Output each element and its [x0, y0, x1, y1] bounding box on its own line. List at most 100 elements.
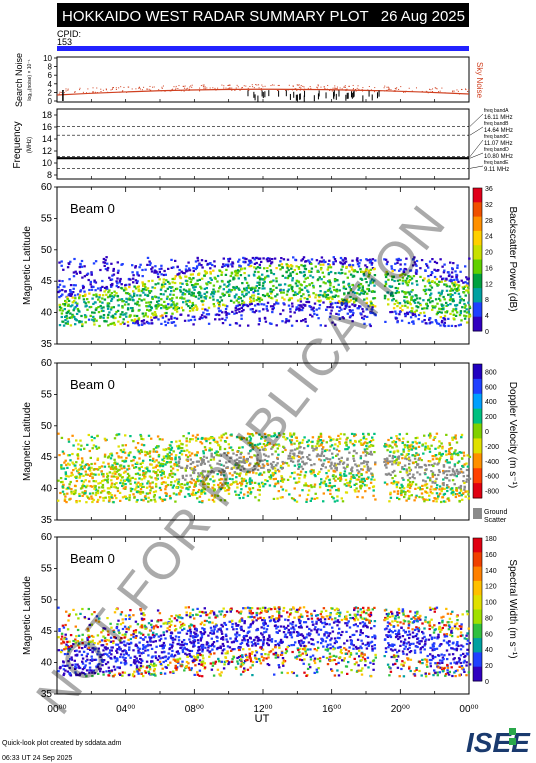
colorbar-segment: [473, 652, 482, 668]
colorbar-label: Backscatter Power (dB): [507, 206, 518, 311]
colorbar-segment: [473, 259, 482, 275]
colorbar-label: Doppler Velocity (m s⁻¹): [507, 382, 518, 488]
beam-label: Beam 0: [70, 551, 115, 566]
colorbar-segment: [473, 364, 482, 380]
time-tick-label: 08⁰⁰: [185, 704, 204, 715]
cpid-bar: [57, 46, 469, 51]
colorbar-segment: [473, 623, 482, 639]
freq-band-name: freq bandE: [484, 160, 509, 166]
noise-ylabel-small: log₁₀(noise) × 10⁻¹: [27, 59, 33, 101]
colorbar-segment: [473, 393, 482, 410]
freq-tick-label: 12: [42, 146, 52, 156]
lat-tick-label: 40: [41, 308, 53, 319]
scatter-cells: [57, 256, 472, 328]
lat-tick-label: 45: [41, 276, 53, 287]
plot-title: HOKKAIDO WEST RADAR SUMMARY PLOT: [62, 8, 369, 25]
colorbar-tick-label: 600: [485, 384, 497, 391]
lat-tick-label: 60: [41, 182, 53, 193]
colorbar-segment: [473, 538, 482, 553]
colorbar-segment: [473, 188, 482, 203]
freq-ylabel: Frequency: [12, 121, 23, 168]
colorbar-segment: [473, 316, 482, 332]
frequency-panel: 18 16 14 12 10 8 Frequency (MHz) freq bandA16…: [12, 108, 513, 180]
colorbar-tick-label: 800: [485, 369, 497, 376]
time-tick-label: 00⁰⁰: [47, 704, 66, 715]
colorbar-segment: [473, 230, 482, 246]
time-tick-label: 16⁰⁰: [322, 704, 341, 715]
panel-ylabel: Magnetic Latitude: [22, 226, 33, 305]
noise-ylabel: Search Noise: [14, 53, 24, 107]
colorbar-tick-label: 0: [485, 329, 489, 336]
colorbar-segment: [473, 552, 482, 568]
colorbar-tick-label: 28: [485, 218, 493, 225]
isee-logo-text: ISEE: [466, 727, 531, 758]
lat-tick-label: 45: [41, 452, 53, 463]
colorbar-segment: [473, 245, 482, 260]
colorbar-segment: [473, 273, 482, 289]
colorbar-segment: [473, 302, 482, 318]
time-tick-label: 20⁰⁰: [391, 704, 410, 715]
colorbar-segment: [473, 483, 482, 499]
colorbar-tick-label: 36: [485, 186, 493, 193]
panel-ylabel: Magnetic Latitude: [22, 576, 33, 655]
colorbar-segment: [473, 378, 482, 395]
colorbar-tick-label: 0: [485, 679, 489, 686]
freq-band-value: 10.80 MHz: [484, 154, 513, 160]
colorbar-tick-label: 80: [485, 615, 493, 622]
lat-tick-label: 55: [41, 213, 53, 224]
colorbar-label: Spectral Width (m s⁻¹): [507, 559, 518, 658]
panel-ylabel: Magnetic Latitude: [22, 402, 33, 481]
lat-tick-label: 55: [41, 563, 53, 574]
colorbar-tick-label: 32: [485, 202, 493, 209]
colorbar-segment: [473, 438, 482, 454]
colorbar-tick-label: 200: [485, 414, 497, 421]
scatter-cells: [57, 432, 472, 504]
ground-scatter-label: Scatter: [484, 517, 507, 524]
freq-tick-label: 14: [42, 134, 52, 144]
colorbar-segment: [473, 666, 482, 682]
cpid-label: CPID:: [57, 29, 81, 39]
plot-date: 26 Aug 2025: [381, 8, 465, 25]
freq-band-name: freq bandD: [484, 147, 509, 153]
time-axis: 00⁰⁰ 04⁰⁰ 08⁰⁰ 12⁰⁰ 16⁰⁰ 20⁰⁰ 00⁰⁰: [47, 99, 479, 715]
freq-tick-label: 18: [42, 110, 52, 120]
noise-tick-label: 4: [48, 80, 53, 89]
lat-tick-label: 45: [41, 626, 53, 637]
beam-label: Beam 0: [70, 201, 115, 216]
colorbar-tick-label: 8: [485, 297, 489, 304]
colorbar-tick-label: 20: [485, 663, 493, 670]
freq-ylabel-small: (MHz): [27, 137, 33, 153]
time-tick-label: 04⁰⁰: [116, 704, 135, 715]
colorbar-tick-label: -600: [485, 474, 499, 481]
lat-tick-label: 35: [41, 515, 53, 526]
colorbar-segment: [473, 595, 482, 610]
colorbar-tick-label: 160: [485, 552, 497, 559]
freq-band-value: 11.07 MHz: [484, 141, 513, 147]
colorbar-segment: [473, 580, 482, 596]
colorbar-tick-label: 20: [485, 250, 493, 257]
colorbar-segment: [473, 468, 482, 484]
colorbar-tick-label: 0: [485, 429, 489, 436]
freq-band-value: 14.64 MHz: [484, 128, 513, 134]
ground-scatter-label: Ground: [484, 509, 507, 516]
scatter-cells: [57, 606, 472, 678]
time-tick-label: 12⁰⁰: [253, 704, 272, 715]
freq-band-name: freq bandA: [484, 108, 509, 114]
footer-created: Quick-look plot created by sddata.adm: [2, 740, 122, 747]
colorbar-tick-label: 12: [485, 281, 493, 288]
noise-tick-label: 10: [43, 54, 52, 63]
colorbar-tick-label: -800: [485, 489, 499, 496]
colorbar-tick-label: 180: [485, 536, 497, 543]
header-bar: [57, 3, 469, 27]
footer-timestamp: 06:33 UT 24 Sep 2025: [2, 755, 72, 762]
x-axis-label: UT: [255, 713, 270, 725]
lat-tick-label: 55: [41, 389, 53, 400]
colorbar-tick-label: 140: [485, 568, 497, 575]
colorbar-segment: [473, 408, 482, 425]
colorbar-segment: [473, 638, 482, 653]
ground-scatter-swatch: [473, 508, 482, 519]
colorbar-tick-label: 400: [485, 399, 497, 406]
